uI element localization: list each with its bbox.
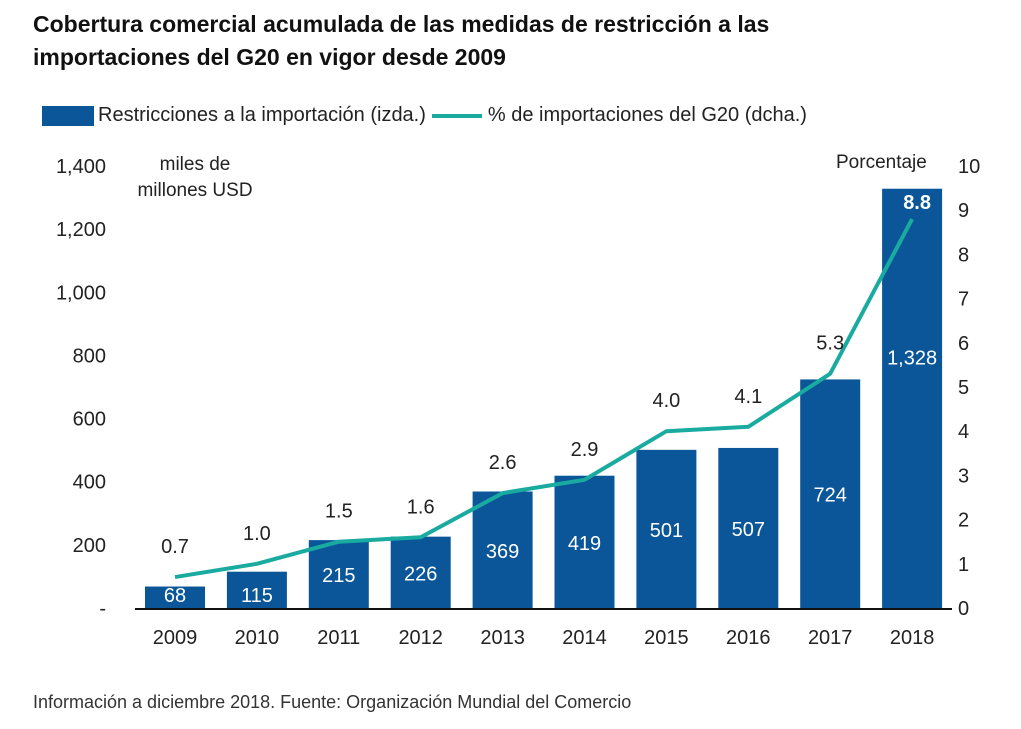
x-axis-tick-label: 2016 [726,627,771,649]
bar-2015 [636,449,697,608]
legend: Restricciones a la importación (izda.) %… [42,104,807,127]
bar-value-label: 724 [814,485,847,507]
bar-value-label: 369 [486,541,519,563]
bar-value-label: 1,328 [887,348,937,370]
line-value-label: 4.0 [652,390,680,412]
right-axis-tick-label: 10 [958,156,980,178]
left-axis-unit-label: miles de millones USD [125,152,265,204]
bar-value-label: 507 [732,519,765,541]
bar-2010 [226,571,287,608]
line-value-label: 1.6 [407,496,435,518]
legend-bar-label: Restricciones a la importación (izda.) [98,104,426,126]
bar-value-label: 226 [404,563,437,585]
left-axis-tick-label: 200 [73,535,106,557]
bar-value-label: 68 [164,585,186,607]
left-axis-tick-label: 1,400 [56,156,106,178]
line-value-label: 4.1 [734,386,762,408]
x-axis-tick-label: 2014 [562,627,607,649]
bar-2009 [145,586,205,608]
left-axis-tick-label: - [99,598,106,620]
right-axis-tick-label: 8 [958,244,969,266]
line-value-label: 5.3 [816,333,844,355]
bar-2011 [308,540,369,608]
bar-2014 [554,475,615,608]
x-axis-tick-label: 2018 [890,627,935,649]
line-value-label: 0.7 [161,536,189,558]
right-axis-tick-label: 1 [958,554,969,576]
left-axis-tick-label: 1,000 [56,282,106,304]
right-axis-tick-label: 7 [958,289,969,311]
legend-line-label: % de importaciones del G20 (dcha.) [487,104,807,126]
bar-value-label: 419 [568,533,601,555]
x-axis-tick-label: 2013 [480,627,525,649]
right-axis-unit-label: Porcentaje [836,152,927,173]
left-axis-tick-label: 600 [73,409,106,431]
chart-title: Cobertura comercial acumulada de las med… [33,8,993,74]
x-axis-tick-label: 2012 [398,627,443,649]
bar-2013 [472,491,533,608]
bar-2016 [718,447,779,608]
x-axis-tick-label: 2011 [317,627,360,649]
left-axis-unit-line-1: miles de [159,154,231,175]
line-value-label: 1.5 [325,501,353,523]
right-axis-tick-label: 4 [958,421,969,443]
x-axis-tick-label: 2017 [808,627,853,649]
bar-value-label: 501 [650,520,683,542]
right-axis-tick-label: 2 [958,510,969,532]
left-axis-tick-label: 400 [73,472,106,494]
left-axis-unit-line-2: millones USD [137,180,253,201]
line-series-pct-imports [174,218,914,580]
right-axis-tick-label: 5 [958,377,969,399]
left-axis-tick-label: 800 [73,345,106,367]
source-footnote: Información a diciembre 2018. Fuente: Or… [33,692,632,712]
bar-2017 [800,379,861,608]
right-axis-tick-label: 9 [958,200,969,222]
right-axis-tick-label: 3 [958,465,969,487]
chart-title-line-2: importaciones del G20 en vigor desde 200… [33,44,506,70]
legend-bar-swatch [42,105,94,126]
line-value-label: 1.0 [243,523,271,545]
bar-value-label: 115 [241,585,273,607]
left-axis-tick-label: 1,200 [56,219,106,241]
x-axis-tick-label: 2009 [153,627,198,649]
bar-2018 [882,188,943,608]
right-axis-tick-label: 6 [958,333,969,355]
chart-title-line-1: Cobertura comercial acumulada de las med… [33,11,770,37]
right-axis-tick-label: 0 [958,598,969,620]
legend-line-swatch [431,113,482,118]
line-value-label: 2.6 [489,452,517,474]
x-axis-tick-label: 2015 [644,627,689,649]
line-value-label: 2.9 [571,439,599,461]
x-axis-tick-label: 2010 [235,627,280,649]
bar-value-label: 215 [322,565,355,587]
line-value-label: 8.8 [903,192,931,214]
bar-2012 [390,536,451,608]
